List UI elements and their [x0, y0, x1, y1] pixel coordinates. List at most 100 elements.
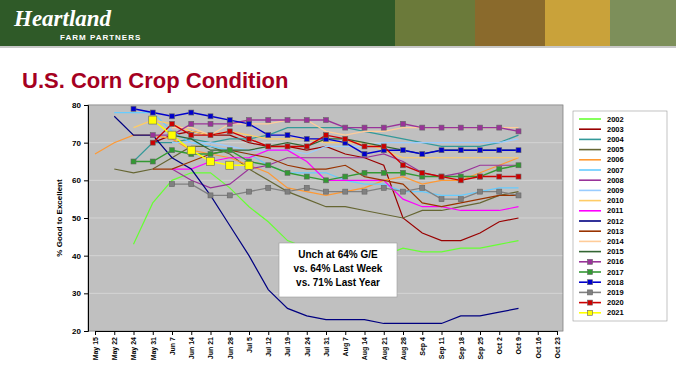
tick-mark [422, 331, 423, 335]
series-marker [227, 148, 232, 153]
legend-label: 2012 [607, 217, 624, 226]
legend-label: 2020 [607, 298, 624, 307]
x-tick: May 31 [150, 331, 158, 360]
tick-mark [326, 331, 327, 335]
y-tick: 60 [72, 176, 88, 185]
legend-label: 2013 [607, 227, 624, 236]
x-tick-label: Sep 11 [438, 337, 446, 359]
legend-label: 2018 [607, 278, 624, 287]
series-marker [304, 144, 309, 149]
series-group [95, 106, 521, 323]
tick-mark [288, 331, 289, 335]
series-marker [285, 118, 290, 123]
tick-mark [557, 331, 558, 335]
series-marker [170, 114, 175, 119]
header-band [0, 0, 676, 46]
x-tick-label: Jun 7 [169, 337, 176, 355]
series-marker [208, 133, 213, 138]
series-marker [381, 125, 386, 130]
legend-marker [588, 280, 593, 285]
tick-mark [84, 143, 88, 144]
axis-line [96, 332, 558, 336]
x-tick: Aug 14 [361, 331, 369, 360]
x-tick: Aug 21 [381, 331, 389, 360]
series-marker [226, 161, 234, 169]
y-axis: 20304050607080 [72, 101, 88, 336]
legend-marker [588, 270, 593, 275]
series-marker [439, 174, 444, 179]
y-axis-title: % Good to Excellent [55, 179, 64, 257]
tick-mark [153, 331, 154, 335]
legend-label: 2003 [607, 125, 624, 134]
x-tick: Oct 23 [554, 331, 561, 358]
series-marker [304, 174, 309, 179]
legend-marker [588, 290, 593, 295]
series-marker [324, 178, 329, 183]
x-tick: Aug 7 [342, 331, 350, 356]
series-marker [343, 136, 348, 141]
series-marker [439, 148, 444, 153]
x-tick: Sep 4 [419, 331, 427, 356]
series-marker [150, 133, 155, 138]
x-tick: Jul 12 [265, 331, 272, 357]
x-tick-label: May 24 [130, 337, 138, 360]
x-tick-label: May 22 [111, 337, 119, 360]
legend-swatch [579, 251, 601, 253]
series-marker [285, 133, 290, 138]
series-marker [131, 106, 136, 111]
header-photo [610, 0, 676, 46]
series-line [95, 135, 519, 195]
series-marker [285, 144, 290, 149]
x-tick: Jun 14 [188, 331, 195, 359]
x-tick-label: Jul 24 [304, 337, 311, 357]
x-tick-label: Jul 5 [246, 337, 253, 353]
series-marker [362, 151, 367, 156]
x-tick: May 15 [92, 331, 100, 360]
tick-mark [519, 331, 520, 335]
legend-swatch [579, 128, 601, 130]
tick-mark [84, 218, 88, 219]
tick-mark [84, 293, 88, 294]
tick-mark [134, 331, 135, 335]
series-marker [266, 163, 271, 168]
series-marker [439, 197, 444, 202]
series-marker [189, 133, 194, 138]
header-rule [0, 46, 676, 48]
legend-label: 2006 [607, 155, 624, 164]
x-tick-label: Jul 12 [265, 337, 272, 357]
series-marker [381, 185, 386, 190]
tick-mark [403, 331, 404, 335]
series-marker [189, 110, 194, 115]
annotation: Unch at 64% G/Evs. 64% Last Weekvs. 71% … [279, 243, 397, 297]
tick-mark [345, 331, 346, 335]
tick-mark [191, 331, 192, 335]
series-marker [207, 158, 215, 166]
tick-mark [538, 331, 539, 335]
series-marker [324, 189, 329, 194]
tick-mark [172, 331, 173, 335]
series-line [134, 120, 519, 158]
plot-background [88, 105, 563, 331]
x-tick-label: Sep 4 [419, 337, 427, 356]
x-tick-label: Jun 28 [227, 337, 234, 359]
y-tick: 70 [72, 139, 88, 148]
chart-svg: HeartlandFARM PARTNERSU.S. Corn Crop Con… [0, 0, 676, 380]
series-marker [208, 193, 213, 198]
y-tick-label: 30 [72, 289, 81, 298]
legend-marker [588, 310, 593, 315]
x-tick-label: Oct 2 [496, 337, 503, 355]
legend-label: 2010 [607, 196, 624, 205]
x-tick-label: Oct 9 [515, 337, 522, 355]
series-marker [420, 125, 425, 130]
tick-mark [268, 331, 269, 335]
header-photo [545, 0, 610, 46]
legend-swatch [579, 230, 601, 232]
series-marker [168, 131, 176, 139]
legend-swatch [579, 190, 601, 192]
x-tick-label: Oct 23 [554, 337, 561, 359]
series-marker [245, 161, 253, 169]
x-tick-label: Jun 21 [207, 337, 214, 359]
series-marker [516, 129, 521, 134]
legend-swatch [579, 159, 601, 161]
grid [88, 105, 563, 331]
